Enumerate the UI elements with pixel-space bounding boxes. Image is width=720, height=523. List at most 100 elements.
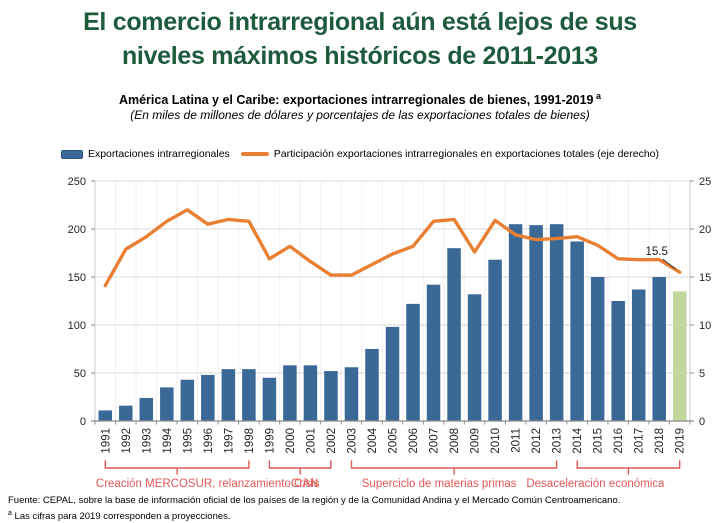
year-label-2008: 2008: [449, 428, 461, 454]
left-axis-label: 150: [68, 272, 86, 284]
year-label-1999: 1999: [264, 428, 276, 454]
projection-note: a Las cifras para 2019 corresponden a pr…: [8, 507, 714, 523]
right-axis-label: 15: [699, 272, 711, 284]
year-label-1996: 1996: [203, 428, 215, 454]
chart-subtitle: América Latina y el Caribe: exportacione…: [0, 91, 720, 107]
year-label-2000: 2000: [285, 428, 297, 454]
year-label-2010: 2010: [490, 428, 502, 454]
bar-2017: [631, 289, 646, 421]
bar-2012: [529, 225, 543, 421]
combo-chart: 0 50 100 150 200 250 0 5 10 15 20 25 15.5 1991 1992 199…: [68, 176, 712, 490]
bar-2007: [426, 284, 441, 421]
right-axis-label: 0: [699, 416, 705, 428]
bar-2004: [365, 349, 379, 421]
value-callout-leader-line: [662, 258, 677, 270]
year-label-1991: 1991: [100, 428, 112, 454]
left-axis-label: 250: [68, 176, 86, 188]
bar-1998: [242, 369, 256, 421]
period-label-4: Desaceleración económica: [526, 478, 665, 490]
year-label-2013: 2013: [552, 428, 564, 454]
period-label-2: Crisis: [291, 478, 320, 490]
bar-2006: [406, 303, 420, 421]
left-axis-label: 100: [68, 320, 86, 332]
year-label-1993: 1993: [141, 428, 153, 454]
bar-2000: [283, 365, 297, 421]
bar-2019: [672, 291, 687, 421]
bar-1993: [139, 397, 154, 421]
chart-legend: Exportaciones intrarregionales Participa…: [0, 148, 720, 160]
title-line-1: El comercio intrarregional aún está lejo…: [83, 8, 637, 36]
year-label-2017: 2017: [634, 428, 646, 454]
year-label-1992: 1992: [121, 428, 133, 454]
participation-line: [103, 208, 682, 288]
bar-2001: [303, 365, 318, 421]
year-label-1995: 1995: [182, 428, 194, 454]
bar-1991: [98, 410, 113, 421]
period-bracket-2: [268, 460, 332, 475]
bar-2011: [508, 224, 523, 421]
year-label-2001: 2001: [305, 428, 317, 454]
bar-2013: [549, 224, 564, 421]
year-label-2006: 2006: [408, 428, 420, 454]
note-text: Las cifras para 2019 corresponden a proy…: [14, 511, 231, 523]
legend-bar-label: Exportaciones intrarregionales: [87, 148, 230, 160]
year-label-2012: 2012: [531, 428, 543, 454]
bar-1996: [201, 374, 215, 421]
bar-2003: [344, 367, 359, 421]
left-axis-label: 0: [80, 416, 86, 428]
period-bracket-3: [350, 460, 558, 475]
period-label-3: Superciclo de materias primas: [362, 478, 517, 490]
bar-1992: [119, 405, 133, 421]
left-axis-label: 200: [68, 224, 86, 236]
year-label-2011: 2011: [511, 428, 523, 453]
year-label-2016: 2016: [613, 428, 625, 454]
year-label-2009: 2009: [470, 428, 482, 454]
bar-1997: [221, 369, 236, 421]
subtitle-text: América Latina y el Caribe: exportacione…: [118, 93, 594, 108]
footer: Fuente: CEPAL, sobre la base de informac…: [8, 494, 714, 523]
bar-2002: [324, 371, 338, 421]
note-footnote-mark: a: [8, 510, 12, 517]
year-label-1994: 1994: [162, 427, 174, 453]
year-label-2005: 2005: [388, 428, 400, 454]
bar-2008: [447, 248, 461, 421]
bar-1995: [180, 379, 195, 421]
chart-units-note: (En miles de millones de dólares y porce…: [130, 108, 590, 122]
bar-2010: [488, 259, 502, 421]
year-label-2004: 2004: [367, 427, 379, 453]
year-label-1998: 1998: [244, 428, 256, 454]
year-label-2003: 2003: [347, 428, 359, 454]
year-label-2014: 2014: [572, 427, 584, 453]
bar-1999: [262, 377, 277, 421]
bar-2009: [467, 294, 482, 421]
title-line-2: niveles máximos históricos de 2011-2013: [121, 42, 599, 70]
period-bracket-4: [576, 460, 681, 475]
legend-line-swatch-icon: [240, 152, 269, 156]
year-label-2007: 2007: [429, 428, 441, 454]
bar-2016: [611, 301, 625, 421]
subtitle-footnote-mark: a: [596, 91, 602, 101]
source-line: Fuente: CEPAL, sobre la base de informac…: [8, 495, 621, 506]
legend-line-label: Participación exportaciones intrarregion…: [273, 148, 660, 160]
bar-2014: [570, 241, 584, 421]
bar-1994: [160, 387, 174, 421]
right-axis-label: 5: [699, 368, 705, 380]
slide-title: El comercio intrarregional aún está lejo…: [0, 5, 720, 73]
year-label-1997: 1997: [223, 428, 235, 454]
period-label-1: Creación MERCOSUR, relanzamiento CAN: [96, 478, 318, 490]
right-axis-label: 20: [699, 224, 711, 236]
right-axis-label: 10: [699, 320, 711, 332]
bar-2005: [385, 326, 400, 421]
year-label-2018: 2018: [654, 428, 666, 454]
bar-2015: [590, 277, 605, 421]
right-axis-label: 25: [699, 176, 711, 188]
period-bracket-1: [104, 460, 250, 475]
left-axis-label: 50: [74, 368, 86, 380]
bar-2018: [652, 277, 666, 421]
last-value-label: 15.5: [646, 246, 668, 258]
year-label-2015: 2015: [593, 428, 605, 454]
year-label-2019: 2019: [675, 428, 687, 454]
legend-bar-swatch-icon: [60, 149, 83, 159]
year-label-2002: 2002: [326, 428, 338, 454]
